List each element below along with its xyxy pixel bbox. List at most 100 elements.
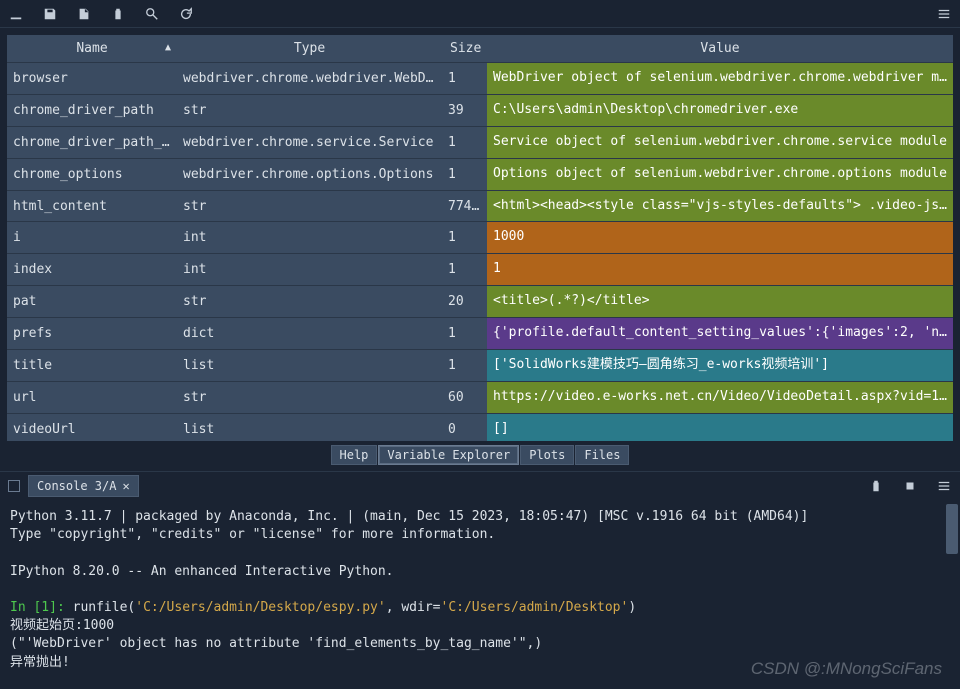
cell-value: <title>(.*?)</title> [487, 286, 953, 318]
col-name[interactable]: Name▲ [7, 35, 177, 63]
table-row[interactable]: iint11000 [7, 222, 953, 254]
pane-tabs: HelpVariable ExplorerPlotsFiles [7, 441, 953, 469]
save-icon[interactable] [42, 6, 58, 22]
cell-type: webdriver.chrome.options.Options [177, 158, 442, 190]
variable-table: Name▲ Type Size Value browserwebdriver.c… [7, 35, 953, 441]
console-line [10, 544, 950, 562]
table-row[interactable]: chrome_optionswebdriver.chrome.options.O… [7, 158, 953, 190]
cell-value: <html><head><style class="vjs-styles-def… [487, 190, 953, 222]
cell-value: WebDriver object of selenium.webdriver.c… [487, 63, 953, 95]
table-row[interactable]: chrome_driver_path_objwebdriver.chrome.s… [7, 126, 953, 158]
console-line: Python 3.11.7 | packaged by Anaconda, In… [10, 508, 950, 526]
close-icon[interactable]: ✕ [122, 479, 129, 493]
cell-value: {'profile.default_content_setting_values… [487, 318, 953, 350]
table-row[interactable]: videoUrllist0[] [7, 413, 953, 441]
trash-icon[interactable] [110, 6, 126, 22]
table-row[interactable]: chrome_driver_pathstr39C:\Users\admin\De… [7, 94, 953, 126]
cell-type: list [177, 350, 442, 382]
col-type[interactable]: Type [177, 35, 442, 63]
console-tab-area: Console 3/A ✕ [8, 475, 139, 497]
cell-type: int [177, 254, 442, 286]
console-line: IPython 8.20.0 -- An enhanced Interactiv… [10, 563, 950, 581]
import-icon[interactable] [76, 6, 92, 22]
cell-value: 1 [487, 254, 953, 286]
cell-type: str [177, 381, 442, 413]
cell-name: videoUrl [7, 413, 177, 441]
cell-value: https://video.e-works.net.cn/Video/Video… [487, 381, 953, 413]
console-tab[interactable]: Console 3/A ✕ [28, 475, 139, 497]
console-line: In [1]: runfile('C:/Users/admin/Desktop/… [10, 599, 950, 617]
tab-files[interactable]: Files [575, 445, 629, 465]
cell-size: 1 [442, 350, 487, 382]
console-tab-label: Console 3/A [37, 479, 116, 493]
table-row[interactable]: prefsdict1{'profile.default_content_sett… [7, 318, 953, 350]
variable-table-wrap[interactable]: Name▲ Type Size Value browserwebdriver.c… [7, 35, 953, 441]
cell-type: dict [177, 318, 442, 350]
cell-type: webdriver.chrome.service.Service [177, 126, 442, 158]
cell-size: 77430 [442, 190, 487, 222]
console-rect-icon[interactable] [8, 480, 20, 492]
cell-type: str [177, 94, 442, 126]
table-row[interactable]: browserwebdriver.chrome.webdriver.WebDri… [7, 63, 953, 95]
cell-value: 1000 [487, 222, 953, 254]
cell-type: str [177, 190, 442, 222]
cell-size: 0 [442, 413, 487, 441]
cell-size: 1 [442, 63, 487, 95]
search-icon[interactable] [144, 6, 160, 22]
col-value[interactable]: Value [487, 35, 953, 63]
table-row[interactable]: patstr20<title>(.*?)</title> [7, 286, 953, 318]
cell-value: Options object of selenium.webdriver.chr… [487, 158, 953, 190]
table-header-row: Name▲ Type Size Value [7, 35, 953, 63]
col-size[interactable]: Size [442, 35, 487, 63]
cell-name: chrome_driver_path_obj [7, 126, 177, 158]
download-icon[interactable] [8, 6, 24, 22]
table-row[interactable]: titlelist1['SolidWorks建模技巧—圆角练习_e-works视… [7, 350, 953, 382]
cell-type: str [177, 286, 442, 318]
cell-size: 20 [442, 286, 487, 318]
menu-icon[interactable] [936, 6, 952, 22]
cell-size: 1 [442, 318, 487, 350]
console-line: 视频起始页:1000 [10, 617, 950, 635]
console-line [10, 581, 950, 599]
tab-variable-explorer[interactable]: Variable Explorer [378, 445, 519, 465]
console-toolbar-right [868, 478, 952, 494]
cell-size: 1 [442, 126, 487, 158]
cell-type: int [177, 222, 442, 254]
stop-icon[interactable] [902, 478, 918, 494]
variable-toolbar [0, 0, 960, 28]
console-line [10, 672, 950, 689]
scrollbar-thumb[interactable] [946, 504, 958, 554]
toolbar-left [8, 6, 194, 22]
cell-size: 1 [442, 254, 487, 286]
cell-name: prefs [7, 318, 177, 350]
refresh-icon[interactable] [178, 6, 194, 22]
cell-name: chrome_driver_path [7, 94, 177, 126]
cell-name: index [7, 254, 177, 286]
console-body[interactable]: Python 3.11.7 | packaged by Anaconda, In… [0, 500, 960, 689]
cell-name: i [7, 222, 177, 254]
cell-type: webdriver.chrome.webdriver.WebDriver [177, 63, 442, 95]
cell-name: browser [7, 63, 177, 95]
cell-value: Service object of selenium.webdriver.chr… [487, 126, 953, 158]
cell-name: html_content [7, 190, 177, 222]
trash-icon[interactable] [868, 478, 884, 494]
tab-plots[interactable]: Plots [520, 445, 574, 465]
cell-name: pat [7, 286, 177, 318]
console-toolbar: Console 3/A ✕ [0, 472, 960, 500]
cell-value: [] [487, 413, 953, 441]
cell-type: list [177, 413, 442, 441]
table-row[interactable]: urlstr60https://video.e-works.net.cn/Vid… [7, 381, 953, 413]
tab-help[interactable]: Help [331, 445, 378, 465]
console-line: ("'WebDriver' object has no attribute 'f… [10, 635, 950, 653]
cell-size: 1 [442, 158, 487, 190]
cell-name: url [7, 381, 177, 413]
menu-icon[interactable] [936, 478, 952, 494]
table-row[interactable]: indexint11 [7, 254, 953, 286]
cell-size: 39 [442, 94, 487, 126]
console-line: Type "copyright", "credits" or "license"… [10, 526, 950, 544]
variable-explorer-panel: Name▲ Type Size Value browserwebdriver.c… [0, 28, 960, 471]
table-row[interactable]: html_contentstr77430<html><head><style c… [7, 190, 953, 222]
cell-size: 1 [442, 222, 487, 254]
cell-name: title [7, 350, 177, 382]
sort-asc-icon: ▲ [165, 42, 171, 53]
